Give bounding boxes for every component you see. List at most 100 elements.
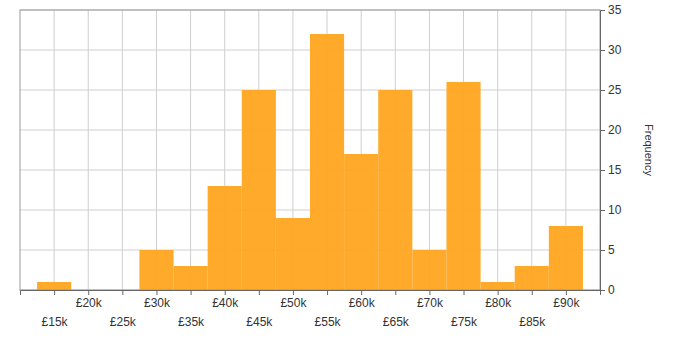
y-tick-label: 10 xyxy=(608,203,622,217)
x-tick: £60k xyxy=(349,290,376,310)
x-tick-label: £60k xyxy=(349,296,376,310)
x-tick-label: £45k xyxy=(246,315,273,329)
x-tick-mark xyxy=(225,290,226,295)
x-tick-mark xyxy=(361,290,362,295)
x-tick: £40k xyxy=(212,290,239,310)
bar xyxy=(481,282,515,290)
x-tick-mark xyxy=(395,290,396,295)
x-tick-label: £50k xyxy=(280,296,307,310)
y-tick-label: 25 xyxy=(608,83,622,97)
bar xyxy=(208,186,242,290)
y-tick-label: 35 xyxy=(608,3,622,17)
x-axis: £15k £20k £25k £30k £35k £40k £45k £50k £55k £60k… xyxy=(21,290,601,329)
x-tick-mark xyxy=(566,290,567,295)
y-tick-mark xyxy=(600,250,605,251)
x-tick-mark xyxy=(293,290,294,295)
y-tick-mark xyxy=(600,10,605,11)
bar xyxy=(446,82,480,290)
y-tick-mark xyxy=(600,50,605,51)
x-tick-mark xyxy=(259,290,260,295)
grid-line-x xyxy=(429,10,430,290)
y-axis: 0 5 10 15 20 25 30 35 xyxy=(600,3,622,297)
bar xyxy=(549,226,583,290)
x-tick-mark xyxy=(498,290,499,295)
x-tick-label: £15k xyxy=(42,315,69,329)
x-tick-mark xyxy=(532,290,533,295)
y-tick: 30 xyxy=(600,43,622,57)
y-tick-label: 0 xyxy=(608,283,615,297)
x-tick: £85k xyxy=(519,290,546,329)
x-tick-label: £90k xyxy=(553,296,580,310)
x-tick-mark xyxy=(191,290,192,295)
x-tick: £70k xyxy=(417,290,444,310)
x-tick-mark xyxy=(327,290,328,295)
y-tick-mark xyxy=(600,90,605,91)
x-tick: £25k xyxy=(110,290,137,329)
grid-line-x xyxy=(497,10,498,290)
y-tick: 25 xyxy=(600,83,622,97)
x-tick-label: £85k xyxy=(519,315,546,329)
grid xyxy=(20,10,600,290)
x-tick-label: £75k xyxy=(451,315,478,329)
bars xyxy=(37,34,583,290)
y-axis-line xyxy=(601,11,606,291)
x-tick-mark xyxy=(122,290,123,295)
bar xyxy=(276,218,310,290)
y-tick-mark xyxy=(600,170,605,171)
grid-line-x xyxy=(54,10,55,290)
bar xyxy=(344,154,378,290)
plot-frame xyxy=(20,10,600,290)
x-tick-mark xyxy=(156,290,157,295)
bar xyxy=(139,250,173,290)
x-tick-label: £30k xyxy=(144,296,171,310)
bar xyxy=(310,34,344,290)
bar xyxy=(242,90,276,290)
grid-line-x xyxy=(122,10,123,290)
y-tick: 20 xyxy=(600,123,622,137)
bar xyxy=(37,282,71,290)
x-tick-label: £40k xyxy=(212,296,239,310)
x-tick-label: £35k xyxy=(178,315,205,329)
y-tick-label: 30 xyxy=(608,43,622,57)
y-tick-mark xyxy=(600,290,605,291)
y-tick-mark xyxy=(600,130,605,131)
y-tick-label: 5 xyxy=(608,243,615,257)
x-tick: £15k xyxy=(42,290,69,329)
x-tick-label: £70k xyxy=(417,296,444,310)
x-tick: £55k xyxy=(315,290,342,329)
y-axis-title: Frequency xyxy=(643,124,655,176)
x-tick-label: £20k xyxy=(76,296,103,310)
x-tick-mark xyxy=(464,290,465,295)
grid-line-x xyxy=(88,10,89,290)
x-tick-label: £25k xyxy=(110,315,137,329)
x-tick: £75k xyxy=(451,290,478,329)
x-axis-line xyxy=(21,291,601,296)
x-tick-label: £65k xyxy=(383,315,410,329)
bar xyxy=(174,266,208,290)
x-tick: £90k xyxy=(553,290,580,310)
x-tick: £35k xyxy=(178,290,205,329)
y-tick: 15 xyxy=(600,163,622,177)
y-tick-mark xyxy=(600,210,605,211)
y-tick: 0 xyxy=(600,283,615,297)
x-tick-mark xyxy=(54,290,55,295)
chart: £15k £20k £25k £30k £35k £40k £45k £50k £55k £60k… xyxy=(0,0,700,350)
x-tick: £45k xyxy=(246,290,273,329)
x-tick-mark xyxy=(88,290,89,295)
bar xyxy=(515,266,549,290)
x-tick-label: £80k xyxy=(485,296,512,310)
x-tick: £20k xyxy=(76,290,103,310)
x-tick: £80k xyxy=(485,290,512,310)
grid-line-x xyxy=(190,10,191,290)
grid-line-x xyxy=(156,10,157,290)
y-tick-label: 20 xyxy=(608,123,622,137)
x-tick: £50k xyxy=(280,290,307,310)
x-tick: £30k xyxy=(144,290,171,310)
bar xyxy=(412,250,446,290)
y-tick-label: 15 xyxy=(608,163,622,177)
x-tick-label: £55k xyxy=(315,315,342,329)
y-tick: 5 xyxy=(600,243,615,257)
y-tick: 35 xyxy=(600,3,622,17)
x-tick: £65k xyxy=(383,290,410,329)
bar xyxy=(378,90,412,290)
